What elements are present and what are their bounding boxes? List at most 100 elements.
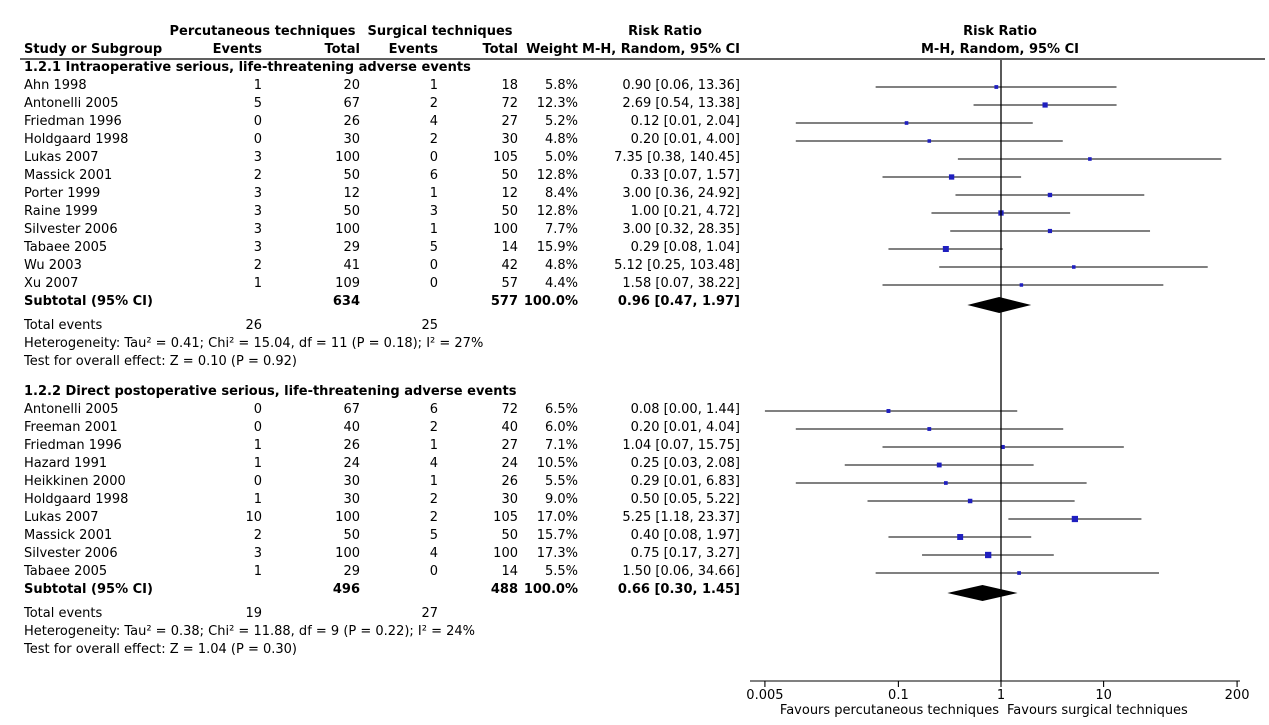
total-events-label: Total events bbox=[24, 606, 103, 621]
study-ci: 1.00 [0.21, 4.72] bbox=[630, 204, 740, 219]
study-e2: 0 bbox=[429, 564, 438, 579]
group-right-header: Surgical techniques bbox=[367, 24, 513, 39]
study-t2: 12 bbox=[501, 186, 518, 201]
x-tick-label: 1 bbox=[997, 688, 1005, 703]
study-weight: 9.0% bbox=[544, 492, 578, 507]
study-t1: 50 bbox=[343, 204, 360, 219]
x-tick-label: 200 bbox=[1225, 688, 1250, 703]
point-marker bbox=[1000, 444, 1005, 450]
study-study: Antonelli 2005 bbox=[24, 402, 119, 417]
study-e2: 3 bbox=[429, 204, 438, 219]
plot-title: Risk Ratio bbox=[963, 24, 1037, 39]
study-t2: 18 bbox=[501, 78, 518, 93]
method-header: M-H, Random, 95% CI bbox=[582, 42, 740, 57]
study-t1: 100 bbox=[335, 546, 360, 561]
study-e2: 5 bbox=[429, 528, 438, 543]
point-marker bbox=[948, 174, 955, 180]
study-study: Massick 2001 bbox=[24, 528, 113, 543]
weight-header: Weight bbox=[526, 42, 578, 57]
overall-effect-text: Test for overall effect: Z = 1.04 (P = 0… bbox=[24, 642, 297, 657]
total-events-label: Total events bbox=[24, 318, 103, 333]
study-weight: 12.8% bbox=[536, 168, 578, 183]
study-weight: 5.0% bbox=[544, 150, 578, 165]
study-ci: 2.69 [0.54, 13.38] bbox=[622, 96, 740, 111]
study-e1: 3 bbox=[253, 186, 262, 201]
study-e2: 1 bbox=[429, 222, 438, 237]
study-study: Tabaee 2005 bbox=[24, 240, 108, 255]
study-e1: 1 bbox=[253, 438, 262, 453]
study-e1: 2 bbox=[253, 258, 262, 273]
point-marker bbox=[936, 462, 942, 468]
study-weight: 8.4% bbox=[544, 186, 578, 201]
study-e1: 0 bbox=[253, 114, 262, 129]
point-marker bbox=[1088, 157, 1092, 161]
study-t1: 26 bbox=[343, 438, 360, 453]
study-e2: 4 bbox=[429, 456, 438, 471]
x-tick-label: 10 bbox=[1095, 688, 1112, 703]
study-t2: 24 bbox=[501, 456, 518, 471]
study-e2: 0 bbox=[429, 150, 438, 165]
study-e2: 4 bbox=[429, 114, 438, 129]
point-marker bbox=[886, 409, 891, 413]
subtotal-weight: 100.0% bbox=[523, 582, 578, 597]
study-e1: 5 bbox=[253, 96, 262, 111]
group-left-header: Percutaneous techniques bbox=[169, 24, 356, 39]
study-e1: 10 bbox=[245, 510, 262, 525]
heterogeneity-text: Heterogeneity: Tau² = 0.38; Chi² = 11.88… bbox=[24, 624, 476, 639]
overall-effect-text: Test for overall effect: Z = 0.10 (P = 0… bbox=[24, 354, 297, 369]
study-weight: 12.8% bbox=[536, 204, 578, 219]
study-t1: 20 bbox=[343, 78, 360, 93]
study-t2: 14 bbox=[501, 564, 518, 579]
total-events-e2: 25 bbox=[421, 318, 438, 333]
study-weight: 7.7% bbox=[544, 222, 578, 237]
study-e2: 2 bbox=[429, 492, 438, 507]
subgroup-title: 1.2.1 Intraoperative serious, life-threa… bbox=[24, 60, 471, 75]
study-t2: 100 bbox=[493, 222, 518, 237]
study-t2: 50 bbox=[501, 168, 518, 183]
subgroup-title: 1.2.2 Direct postoperative serious, life… bbox=[24, 384, 517, 399]
study-study: Friedman 1996 bbox=[24, 438, 122, 453]
study-t1: 109 bbox=[335, 276, 360, 291]
study-t2: 105 bbox=[493, 510, 518, 525]
study-e2: 1 bbox=[429, 474, 438, 489]
study-t2: 105 bbox=[493, 150, 518, 165]
study-study: Massick 2001 bbox=[24, 168, 113, 183]
study-t1: 30 bbox=[343, 474, 360, 489]
total-right-header: Total bbox=[482, 42, 518, 57]
study-t1: 29 bbox=[343, 240, 360, 255]
subtotal-t2: 488 bbox=[490, 582, 518, 597]
study-ci: 0.29 [0.08, 1.04] bbox=[630, 240, 740, 255]
study-e1: 2 bbox=[253, 168, 262, 183]
point-marker bbox=[1017, 571, 1021, 575]
study-study: Lukas 2007 bbox=[24, 510, 99, 525]
study-ci: 0.12 [0.01, 2.04] bbox=[630, 114, 740, 129]
study-weight: 15.7% bbox=[536, 528, 578, 543]
study-t1: 50 bbox=[343, 528, 360, 543]
study-t2: 30 bbox=[501, 132, 518, 147]
study-ci: 0.90 [0.06, 13.36] bbox=[622, 78, 740, 93]
study-e2: 1 bbox=[429, 186, 438, 201]
study-e2: 5 bbox=[429, 240, 438, 255]
study-weight: 4.8% bbox=[544, 258, 578, 273]
study-e2: 2 bbox=[429, 510, 438, 525]
study-t1: 30 bbox=[343, 492, 360, 507]
study-ci: 0.33 [0.07, 1.57] bbox=[630, 168, 740, 183]
study-weight: 10.5% bbox=[536, 456, 578, 471]
study-weight: 17.0% bbox=[536, 510, 578, 525]
study-study: Xu 2007 bbox=[24, 276, 79, 291]
study-weight: 7.1% bbox=[544, 438, 578, 453]
study-t2: 50 bbox=[501, 528, 518, 543]
events-right-header: Events bbox=[388, 42, 438, 57]
total-events-e1: 19 bbox=[245, 606, 262, 621]
study-e1: 0 bbox=[253, 420, 262, 435]
point-marker bbox=[904, 121, 909, 125]
study-weight: 6.5% bbox=[544, 402, 578, 417]
study-e1: 1 bbox=[253, 78, 262, 93]
x-tick-label: 0.1 bbox=[888, 688, 909, 703]
study-weight: 15.9% bbox=[536, 240, 578, 255]
study-e2: 2 bbox=[429, 96, 438, 111]
study-t2: 50 bbox=[501, 204, 518, 219]
study-study: Freeman 2001 bbox=[24, 420, 118, 435]
study-e2: 1 bbox=[429, 78, 438, 93]
study-e2: 1 bbox=[429, 438, 438, 453]
